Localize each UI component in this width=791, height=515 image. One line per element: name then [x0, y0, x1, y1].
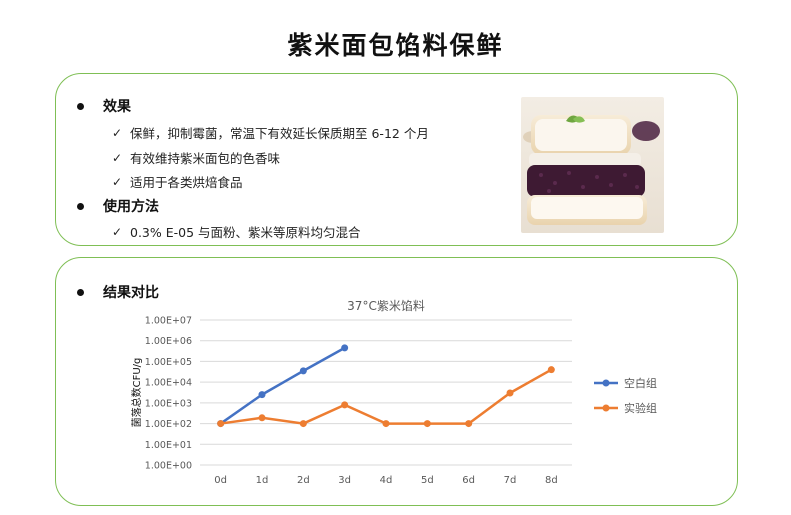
- usage-heading: 使用方法: [77, 196, 159, 216]
- effect-heading-text: 效果: [103, 99, 131, 115]
- series-point-1: [258, 414, 266, 422]
- effect-item: ✓ 适用于各类烘焙食品: [112, 172, 243, 191]
- check-icon: ✓: [112, 174, 123, 189]
- check-icon: ✓: [112, 150, 123, 165]
- y-tick-label: 1.00E+07: [145, 316, 192, 327]
- x-tick-label: 8d: [545, 475, 558, 486]
- y-tick-label: 1.00E+01: [145, 440, 192, 451]
- bread-photo-illustration: [521, 97, 664, 233]
- series-line-1: [220, 368, 552, 425]
- series-point-0: [299, 367, 307, 375]
- legend-marker-1: [602, 404, 610, 412]
- chart-title: 37°C紫米馅料: [347, 298, 425, 313]
- x-tick-label: 0d: [214, 475, 227, 486]
- legend-marker-0: [602, 379, 610, 387]
- series-point-0: [341, 344, 349, 352]
- y-tick-label: 1.00E+03: [145, 398, 192, 409]
- series-point-1: [423, 420, 431, 428]
- effect-item-text: 保鲜，抑制霉菌，常温下有效延长保质期至 6-12 个月: [130, 126, 429, 141]
- y-tick-label: 1.00E+00: [145, 461, 192, 472]
- bread-sandwich-photo: [521, 97, 664, 233]
- series-point-1: [465, 420, 473, 428]
- series-point-1: [506, 389, 514, 397]
- x-tick-label: 1d: [256, 475, 269, 486]
- check-icon: ✓: [112, 125, 123, 140]
- series-point-1: [299, 420, 307, 428]
- legend-label-0: 空白组: [624, 376, 657, 390]
- y-tick-label: 1.00E+05: [145, 357, 192, 368]
- usage-heading-text: 使用方法: [103, 199, 159, 215]
- x-tick-label: 7d: [504, 475, 517, 486]
- series-point-1: [382, 420, 390, 428]
- result-heading-text: 结果对比: [103, 285, 159, 301]
- bullet-icon: [77, 288, 84, 296]
- series-point-0: [258, 391, 266, 399]
- x-tick-label: 3d: [338, 475, 351, 486]
- x-tick-label: 4d: [380, 475, 393, 486]
- effect-item-text: 有效维持紫米面包的色香味: [130, 151, 281, 166]
- x-tick-label: 2d: [297, 475, 310, 486]
- bullet-icon: [77, 102, 84, 110]
- page-title: 紫米面包馅料保鲜: [287, 31, 504, 60]
- result-heading: 结果对比: [77, 282, 159, 302]
- check-icon: ✓: [112, 224, 123, 239]
- effect-item-text: 适用于各类烘焙食品: [130, 175, 243, 190]
- series-point-1: [547, 366, 555, 374]
- x-tick-label: 6d: [462, 475, 475, 486]
- effect-item: ✓ 保鲜，抑制霉菌，常温下有效延长保质期至 6-12 个月: [112, 123, 429, 142]
- y-tick-label: 1.00E+06: [145, 336, 192, 347]
- y-tick-label: 1.00E+04: [145, 378, 192, 389]
- bullet-icon: [77, 202, 84, 210]
- series-point-1: [217, 420, 225, 428]
- effect-item: ✓ 有效维持紫米面包的色香味: [112, 148, 280, 167]
- y-axis-label: 菌落总数CFU/g: [130, 358, 143, 428]
- series-line-0: [219, 346, 346, 425]
- x-tick-label: 5d: [421, 475, 434, 486]
- effect-heading: 效果: [77, 96, 131, 116]
- usage-item-text: 0.3% E-05 与面粉、紫米等原料均匀混合: [130, 225, 361, 240]
- y-tick-label: 1.00E+02: [145, 419, 192, 430]
- usage-item: ✓ 0.3% E-05 与面粉、紫米等原料均匀混合: [112, 222, 361, 241]
- legend-label-1: 实验组: [624, 401, 657, 415]
- series-point-1: [341, 401, 349, 409]
